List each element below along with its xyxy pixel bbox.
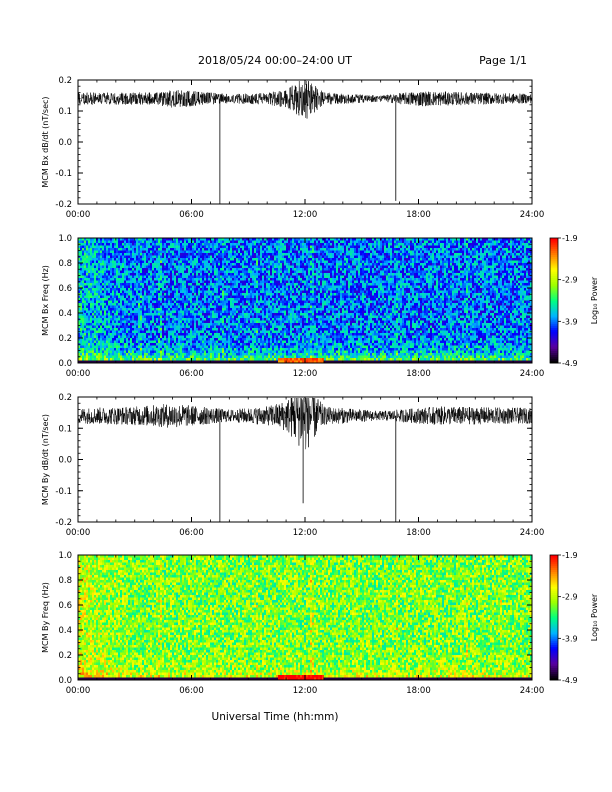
colorbar-tick-label: -4.9 [562,359,578,368]
x-tick-label: 24:00 [520,369,545,379]
y-axis-title: MCM Bx Freq (Hz) [41,265,50,336]
y-tick-label: 1.0 [58,234,72,244]
x-tick-label: 12:00 [293,686,318,696]
colorbar-tick-label: -2.9 [562,276,578,285]
y-tick-label: 0.4 [58,626,72,636]
colorbar-tick-label: -3.9 [562,634,578,643]
x-tick-label: 24:00 [520,686,545,696]
x-tick-label: 18:00 [406,686,431,696]
y-tick-label: 0.1 [58,107,72,117]
x-tick-label: 24:00 [520,528,545,538]
x-axis-title: Universal Time (hh:mm) [212,711,339,723]
figure: 2018/05/24 00:00–24:00 UT Page 1/1 Unive… [0,0,612,792]
y-tick-label: 0.2 [58,393,72,403]
y-tick-label: 0.0 [58,456,72,466]
panel-by-spectrogram: 00:00 06:00 12:00 18:00 24:00 0.0 0.2 0.4 0.6 0.8… [41,551,599,696]
y-axis-title: MCM Bx dB/dt (nT/sec) [41,96,50,187]
x-tick-label: 18:00 [406,369,431,379]
panel-bx-time-series: 00:00 06:00 12:00 18:00 24:00 -0.2 -0.1 0.0 0.1 0… [41,76,544,220]
x-tick-label: 06:00 [179,686,204,696]
x-tick-label: 06:00 [179,369,204,379]
y-tick-label: 0.2 [58,334,72,344]
y-axis-title: MCM By dB/dt (nT/sec) [41,414,50,505]
x-tick-label: 18:00 [406,528,431,538]
y-tick-label: -0.2 [55,200,72,210]
series-line [78,398,532,449]
y-tick-label: 0.6 [58,601,72,611]
colorbar: -1.9 -2.9 -3.9 -4.9 Log₁₀ Power [550,551,599,685]
y-tick-label: 1.0 [58,551,72,561]
x-tick-label: 00:00 [66,369,91,379]
y-tick-label: 0.6 [58,284,72,294]
panel-bx-spectrogram: 00:00 06:00 12:00 18:00 24:00 0.0 0.2 0.4 0.6 0.8… [41,234,599,379]
y-axis-title: MCM By Freq (Hz) [41,582,50,653]
y-tick-label: -0.1 [55,169,72,179]
colorbar: -1.9 -2.9 -3.9 -4.9 Log₁₀ Power [550,234,599,368]
colorbar-title: Log₁₀ Power [590,276,599,324]
y-tick-label: 0.2 [58,651,72,661]
x-tick-label: 24:00 [520,210,545,220]
colorbar-title: Log₁₀ Power [590,593,599,641]
colorbar-tick-label: -4.9 [562,676,578,685]
x-tick-label: 12:00 [293,369,318,379]
colorbar-tick-label: -3.9 [562,317,578,326]
x-tick-label: 00:00 [66,528,91,538]
y-tick-label: 0.8 [58,259,72,269]
y-tick-label: 0.8 [58,576,72,586]
y-tick-label: 0.0 [58,676,72,686]
y-tick-label: 0.2 [58,76,72,86]
page-indicator: Page 1/1 [479,54,527,67]
y-tick-label: -0.2 [55,518,72,528]
y-tick-label: 0.4 [58,309,72,319]
figure-title: 2018/05/24 00:00–24:00 UT [198,54,352,67]
x-tick-label: 00:00 [66,686,91,696]
panel-by-time-series: 00:00 06:00 12:00 18:00 24:00 -0.2 -0.1 0.0 0.1 0… [41,393,544,538]
series-line [78,81,532,119]
x-tick-label: 12:00 [293,210,318,220]
colorbar-tick-label: -1.9 [562,551,578,560]
y-tick-label: 0.1 [58,424,72,434]
x-tick-label: 18:00 [406,210,431,220]
y-tick-label: 0.0 [58,138,72,148]
x-tick-label: 06:00 [179,528,204,538]
y-tick-label: -0.1 [55,487,72,497]
x-tick-label: 00:00 [66,210,91,220]
panels: 00:00 06:00 12:00 18:00 24:00 -0.2 -0.1 0.0 0.1 0… [41,76,599,696]
y-tick-label: 0.0 [58,359,72,369]
colorbar-tick-label: -2.9 [562,593,578,602]
x-tick-label: 12:00 [293,528,318,538]
x-tick-label: 06:00 [179,210,204,220]
colorbar-tick-label: -1.9 [562,234,578,243]
